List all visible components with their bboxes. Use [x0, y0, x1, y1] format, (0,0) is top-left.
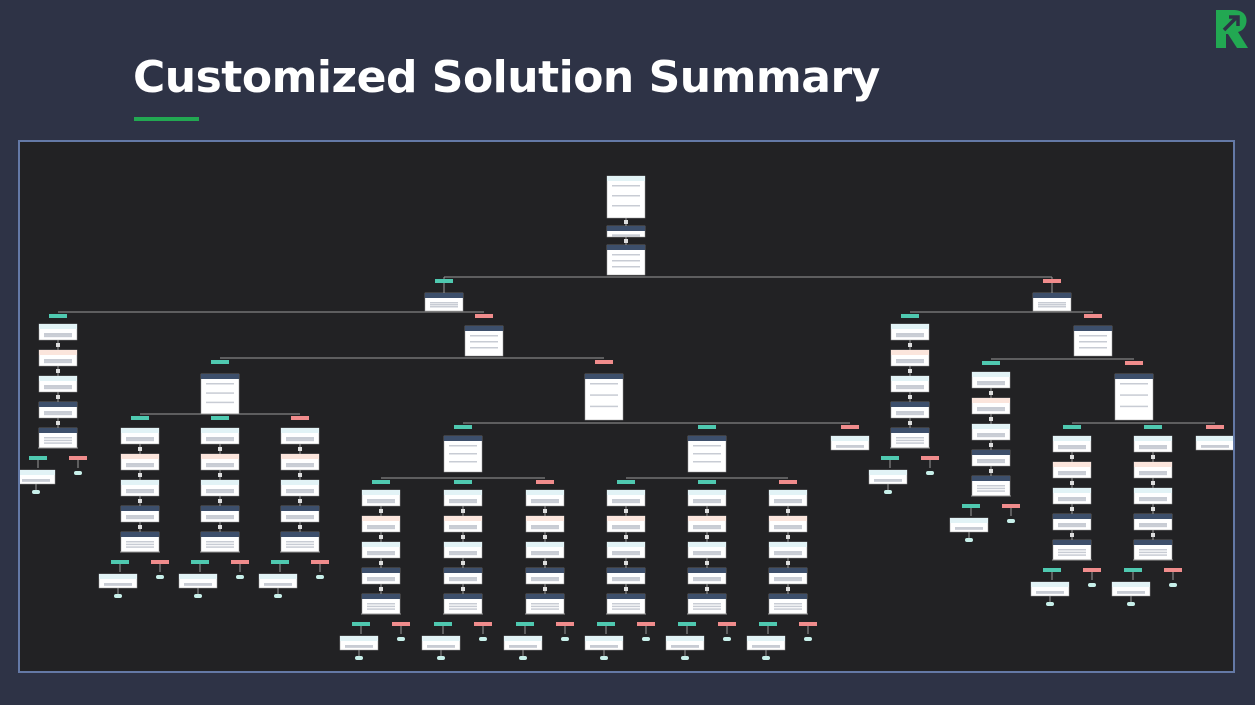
- title-underline: [134, 117, 199, 121]
- r-arrow-logo-icon: [1216, 10, 1248, 48]
- decision-tree-diagram: [20, 175, 1233, 660]
- workflow-canvas[interactable]: [18, 140, 1235, 673]
- slide-title: Customized Solution Summary: [133, 52, 880, 103]
